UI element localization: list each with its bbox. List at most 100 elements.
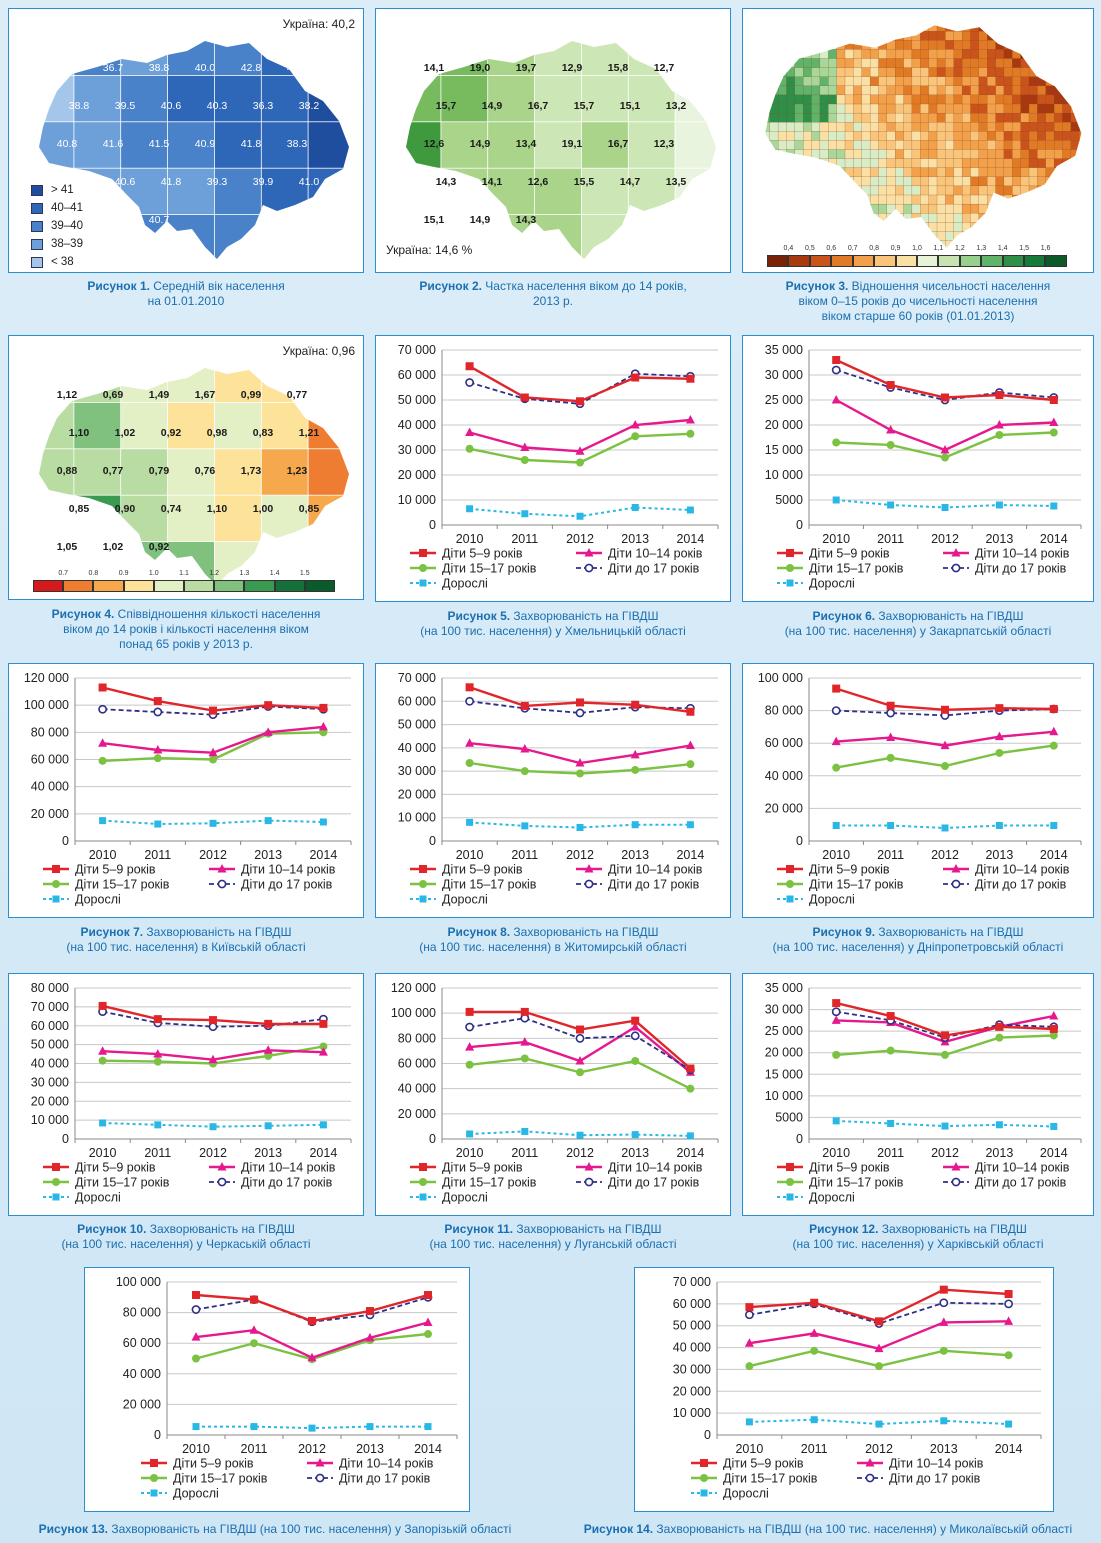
region-tile [819, 149, 829, 160]
legend-label: Діти 10–14 років [608, 1161, 703, 1175]
fig5-caption: Рисунок 5. Захворюваність на ГІВДШ (на 10… [375, 609, 731, 639]
data-point-circle [832, 438, 841, 447]
region-tile [987, 203, 997, 214]
fig5-panel: 0 10 000 20 000 30 000 40 000 50 000 60 000 70 … [375, 335, 731, 602]
data-point-triangle [307, 1352, 317, 1362]
series-s1 [465, 362, 695, 406]
region-tile [869, 131, 880, 141]
data-point-square [424, 1291, 432, 1300]
colorbar-label: 0,7 [847, 245, 858, 252]
data-point-triangle [874, 1343, 884, 1353]
fig4-panel: 1,12 0,69 1,49 1,67 0,99 0,77 1,10 1,02 0,92 0,98… [8, 335, 364, 600]
data-point-circle [700, 1474, 708, 1482]
y-tick-label: 40 000 [398, 1082, 436, 1096]
region-tile [928, 25, 938, 32]
region-tile [911, 203, 921, 214]
region-tile [961, 103, 972, 114]
region-value: 15,5 [574, 176, 595, 188]
region-tile [39, 75, 75, 123]
region-tile [844, 167, 854, 178]
region-tile [953, 222, 963, 232]
region-tile [1053, 112, 1064, 123]
series-s5 [192, 1423, 432, 1432]
data-point-triangle [98, 738, 108, 747]
region-tile [895, 49, 905, 60]
region-tile [753, 131, 762, 141]
region-tile [769, 76, 779, 87]
data-point-square [875, 1317, 883, 1326]
region-tile [861, 222, 871, 232]
data-point-square-small [745, 1418, 753, 1426]
data-point-square [631, 1016, 640, 1025]
region-value: 12,9 [562, 62, 583, 74]
legend-item-s5: Дорослі [777, 577, 855, 591]
region-tile [945, 194, 955, 205]
region-tile [836, 49, 846, 60]
legend-item-s2: Діти 10–14 років [209, 863, 336, 877]
region-tile [895, 140, 905, 151]
colorbar-segment [788, 255, 810, 267]
region-tile [837, 13, 846, 23]
y-tick-label: 40 000 [673, 1341, 711, 1355]
legend-item-s4: Діти до 17 років [576, 1176, 700, 1190]
colorbar-label: 1,2 [954, 245, 965, 252]
region-tile [819, 25, 829, 32]
region-tile [803, 103, 813, 114]
region-tile [878, 25, 888, 32]
fig9-caption-label: Рисунок 9. [812, 925, 876, 939]
region-tile [1012, 31, 1022, 41]
colorbar-segment [874, 255, 896, 267]
region-tile [765, 67, 771, 78]
region-tile [987, 149, 997, 160]
region-tile [777, 194, 788, 205]
region-tile [920, 122, 930, 132]
fig2-caption-text2: 2013 р. [532, 294, 574, 308]
region-tile [911, 58, 921, 69]
data-point-triangle [630, 420, 640, 429]
y-tick-label: 60 000 [31, 753, 69, 767]
region-tile [903, 85, 913, 96]
region-tile [753, 195, 762, 205]
region-tile [765, 103, 771, 114]
region-tile [1012, 213, 1022, 223]
region-value: 40.0 [195, 62, 216, 74]
region-tile [786, 131, 796, 141]
region-tile [978, 112, 988, 123]
region-value: 1,12 [57, 389, 78, 401]
region-tile [861, 85, 871, 96]
data-point-triangle [939, 1317, 949, 1326]
y-tick-label: 50 000 [673, 1319, 711, 1333]
region-value: 0,69 [103, 389, 124, 401]
region-tile [1037, 213, 1047, 223]
legend-label: Діти до 17 років [608, 878, 700, 892]
series-s1 [465, 1007, 695, 1073]
region-tile [39, 494, 75, 543]
region-tile [1020, 76, 1030, 87]
legend-swatch [31, 238, 43, 250]
region-tile [1020, 203, 1030, 214]
region-tile [794, 67, 804, 78]
data-point-square [631, 373, 640, 382]
region-tile [945, 40, 955, 50]
region-tile [1045, 103, 1055, 114]
data-point-circle [465, 444, 474, 453]
data-point-circle [886, 1046, 895, 1055]
region-tile [1012, 122, 1022, 132]
data-point-square-small [631, 504, 639, 511]
region-tile [1070, 31, 1080, 41]
legend-row: 39–40 [31, 217, 83, 235]
region-tile [936, 49, 946, 60]
data-point-square-small [521, 822, 529, 830]
x-tick-label: 2012 [298, 1442, 326, 1456]
region-tile [987, 140, 997, 151]
region-tile [878, 203, 888, 214]
data-point-circle [995, 1033, 1004, 1042]
region-tile [819, 231, 829, 242]
region-tile [861, 131, 871, 141]
region-tile [928, 176, 938, 187]
y-tick-label: 20 000 [398, 787, 436, 801]
region-tile [803, 131, 813, 141]
data-point-triangle [208, 747, 218, 757]
y-tick-label: 40 000 [123, 1367, 161, 1381]
